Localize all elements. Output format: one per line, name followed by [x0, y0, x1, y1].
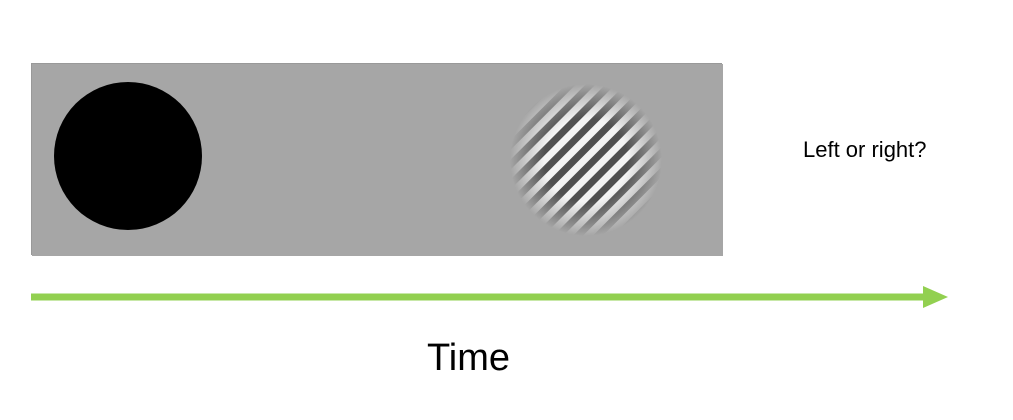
- time-arrow-icon: [31, 286, 948, 308]
- time-axis-label: Time: [427, 337, 511, 379]
- cue-circle-icon: [54, 82, 202, 230]
- stimulus-canvas: [32, 64, 723, 256]
- question-text: Left or right?: [803, 137, 927, 162]
- gabor-patch-icon: [508, 82, 664, 238]
- stimulus-panel: [31, 63, 723, 256]
